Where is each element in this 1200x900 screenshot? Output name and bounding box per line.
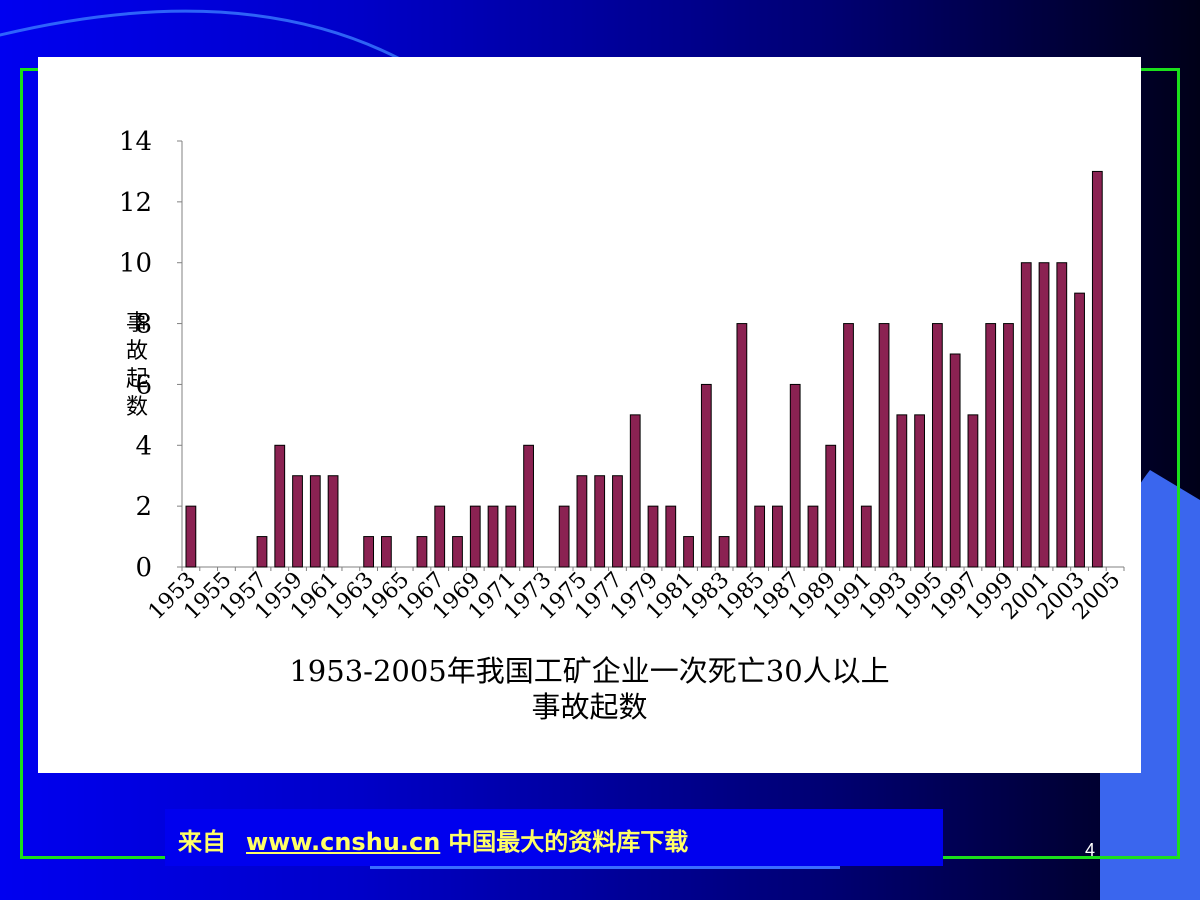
- bar: [416, 536, 428, 568]
- y-axis-label-char: 事: [125, 311, 148, 336]
- bar: [469, 505, 481, 568]
- y-tick-label: 6: [135, 370, 152, 400]
- bar: [878, 323, 890, 568]
- bar: [327, 475, 339, 568]
- bar: [825, 444, 837, 568]
- bar: [576, 475, 588, 568]
- footer-underline: [370, 866, 840, 869]
- bar: [949, 353, 961, 568]
- bar: [860, 505, 872, 568]
- y-tick-label: 4: [135, 431, 152, 461]
- bar: [967, 414, 979, 568]
- bar: [612, 475, 623, 568]
- bar: [1038, 262, 1050, 568]
- bar: [772, 505, 783, 568]
- bar: [292, 475, 303, 568]
- bar: [843, 323, 854, 568]
- bar: [914, 414, 925, 568]
- chart-caption: 1953-2005年我国工矿企业一次死亡30人以上 事故起数: [38, 653, 1141, 725]
- bar: [505, 505, 517, 568]
- bar: [381, 536, 392, 568]
- chart-title-line2: 事故起数: [531, 690, 648, 724]
- footer-suffix: 中国最大的资料库下载: [448, 828, 689, 856]
- bar: [754, 505, 766, 568]
- bar: [594, 475, 606, 568]
- bar: [789, 383, 801, 568]
- bar: [452, 536, 463, 568]
- bar: [434, 505, 446, 568]
- bar: [700, 383, 712, 568]
- bar: [558, 505, 570, 568]
- bar: [487, 505, 499, 568]
- y-tick-label: 2: [135, 492, 152, 522]
- footer-text: 来自 www.cnshu.cn 中国最大的资料库下载: [178, 822, 688, 857]
- y-tick-label: 12: [119, 188, 152, 218]
- y-tick-label: 0: [135, 553, 152, 583]
- bar: [309, 475, 321, 568]
- bar: [363, 536, 375, 568]
- footer-bar: [165, 809, 943, 866]
- chart-panel: 0 2 4 6 8 10 12 14 1953 1955 1957 1959 1961 1963 1965 1…: [38, 57, 1141, 773]
- bar: [523, 444, 534, 568]
- bar: [1020, 262, 1032, 568]
- y-axis-label-char: 数: [125, 395, 148, 420]
- footer-link[interactable]: www.cnshu.cn: [246, 828, 441, 856]
- chart-title-line1: 1953-2005年我国工矿企业一次死亡30人以上: [289, 654, 890, 688]
- bar: [1003, 323, 1014, 568]
- bar: [896, 414, 908, 568]
- bar: [1056, 262, 1068, 568]
- bar: [718, 536, 730, 568]
- page-number: 4: [1085, 840, 1096, 860]
- bar: [985, 323, 997, 568]
- y-axis-label-char: 故: [125, 339, 148, 364]
- bar: [683, 536, 694, 568]
- y-tick-label: 8: [135, 310, 152, 340]
- y-axis-label-char: 起: [125, 367, 148, 392]
- bar-chart: 0246810121419531955195719591961196319651…: [119, 127, 1125, 625]
- bar: [736, 323, 748, 568]
- bar: [931, 323, 943, 568]
- bar: [274, 444, 286, 568]
- bar: [1074, 292, 1085, 568]
- bar: [807, 505, 819, 568]
- footer-prefix: 来自: [178, 828, 226, 856]
- y-tick-label: 14: [119, 127, 152, 157]
- bar: [647, 505, 659, 568]
- bar: [629, 414, 641, 568]
- bar: [1091, 170, 1103, 568]
- y-tick-label: 10: [119, 249, 152, 279]
- bar: [256, 536, 268, 568]
- bar: [665, 505, 677, 568]
- bar: [185, 505, 197, 568]
